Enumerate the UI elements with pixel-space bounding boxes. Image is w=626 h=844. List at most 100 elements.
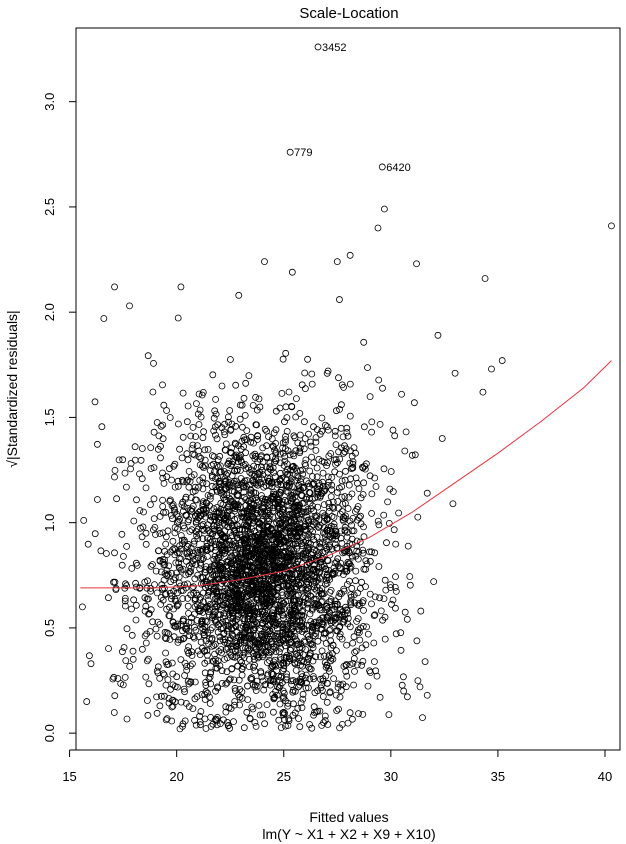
data-point: [208, 530, 216, 538]
data-point: [291, 632, 299, 640]
data-point: [203, 539, 211, 547]
data-point: [221, 570, 229, 578]
data-point: [258, 475, 266, 483]
data-point: [261, 538, 269, 545]
data-point: [219, 574, 227, 582]
data-point: [342, 683, 350, 691]
data-point: [180, 634, 188, 642]
data-point: [177, 283, 185, 291]
data-point: [179, 595, 187, 602]
data-point: [244, 522, 252, 530]
data-point: [374, 224, 382, 232]
data-point: [295, 715, 303, 722]
data-point: [214, 421, 222, 429]
data-point: [386, 485, 394, 493]
data-point: [201, 446, 209, 454]
data-point: [307, 540, 314, 547]
data-point: [181, 688, 189, 696]
data-point: [270, 658, 278, 666]
data-point: [171, 551, 179, 559]
data-point: [375, 521, 383, 529]
data-point: [140, 508, 147, 516]
data-point: [276, 496, 283, 504]
data-point: [83, 698, 91, 705]
data-point: [210, 522, 218, 529]
data-point: [199, 625, 207, 633]
data-point: [346, 549, 353, 557]
data-point: [228, 665, 236, 672]
data-point: [244, 696, 252, 703]
data-point: [305, 495, 313, 503]
data-point: [273, 667, 281, 674]
data-point: [159, 469, 166, 477]
data-point: [327, 450, 335, 457]
data-point: [222, 680, 230, 688]
point-label: 3452: [322, 42, 346, 54]
data-point: [321, 580, 329, 588]
data-point: [451, 369, 459, 377]
data-point: [263, 589, 271, 596]
data-point: [300, 538, 308, 546]
data-point: [312, 547, 320, 555]
data-point: [330, 675, 338, 682]
data-point: [255, 587, 262, 595]
data-point: [284, 447, 292, 455]
data-point: [283, 414, 291, 422]
data-point: [199, 535, 207, 543]
data-point: [291, 709, 299, 717]
data-point: [316, 558, 324, 566]
data-point: [288, 574, 296, 582]
data-point: [210, 414, 218, 422]
data-point: [244, 615, 252, 622]
data-point: [142, 673, 150, 681]
data-point: [211, 407, 219, 415]
data-point: [118, 561, 126, 569]
data-point: [184, 456, 192, 464]
data-point: [133, 562, 141, 569]
data-point: [481, 275, 489, 282]
data-point: [264, 575, 272, 583]
data-point: [260, 686, 268, 694]
data-point: [324, 473, 332, 481]
data-point: [138, 475, 146, 483]
data-point: [126, 663, 134, 670]
data-point: [206, 516, 214, 524]
data-point: [251, 667, 259, 675]
data-point: [273, 519, 281, 527]
data-point: [161, 570, 169, 577]
data-point: [165, 612, 173, 619]
data-point: [341, 527, 349, 535]
data-point: [318, 414, 326, 422]
data-point: [319, 529, 327, 537]
data-point: [381, 635, 389, 643]
data-point: [323, 602, 331, 610]
data-point: [287, 630, 295, 638]
data-point: [272, 620, 280, 627]
data-point: [163, 629, 171, 637]
data-point: [214, 628, 222, 636]
data-point: [366, 548, 373, 556]
data-point: [227, 462, 235, 470]
data-point: [327, 522, 335, 530]
data-point: [298, 574, 306, 582]
data-point: [298, 644, 306, 652]
data-point: [332, 460, 340, 468]
data-point: [304, 587, 311, 595]
data-point: [199, 609, 207, 616]
data-point: [423, 489, 431, 497]
data-point: [247, 499, 255, 507]
data-point: [132, 616, 140, 624]
data-point: [371, 549, 379, 557]
data-point: [159, 558, 167, 566]
data-point: [284, 488, 292, 496]
data-point: [227, 425, 235, 433]
data-point: [199, 434, 207, 442]
data-point: [229, 541, 236, 549]
data-point: [220, 428, 228, 436]
data-point: [281, 573, 289, 581]
data-point: [142, 639, 150, 647]
data-point: [263, 427, 271, 435]
data-point: [392, 630, 400, 638]
data-point: [229, 624, 237, 632]
data-point: [91, 530, 99, 538]
